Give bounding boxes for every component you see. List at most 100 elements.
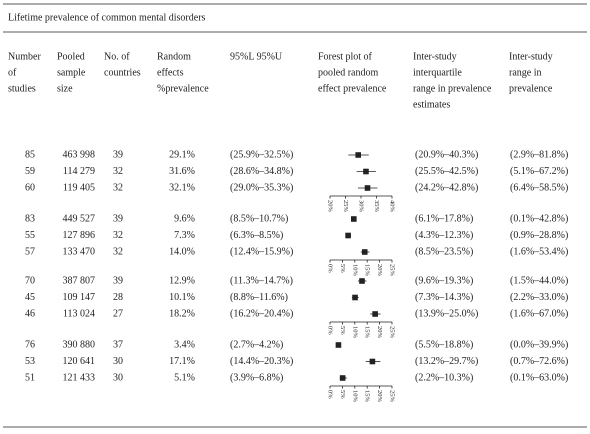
- table-cell: (20.9%–40.3%): [415, 149, 478, 160]
- table-cell: 85: [25, 149, 35, 160]
- table-cell: 32: [113, 182, 123, 193]
- table-cell: 70: [25, 275, 35, 286]
- column-header: studies: [8, 83, 36, 94]
- column-header: effect prevalence: [318, 83, 387, 94]
- table-cell: (12.4%–15.9%): [230, 246, 293, 257]
- table-cell: (13.2%–29.7%): [415, 356, 478, 367]
- table-cell: (5.5%–18.8%): [415, 339, 473, 350]
- table-cell: 463 998: [63, 149, 96, 160]
- point-estimate: [359, 278, 365, 284]
- column-header: range in: [509, 67, 542, 78]
- table-cell: (6.4%–58.5%): [510, 182, 568, 193]
- column-header: estimates: [413, 99, 450, 110]
- table-cell: 46: [25, 308, 35, 319]
- table-cell: 3.4%: [174, 339, 195, 350]
- column-header: %prevalence: [157, 83, 209, 94]
- table-cell: (5.1%–67.2%): [510, 166, 568, 177]
- table-cell: (3.9%–6.8%): [230, 372, 283, 383]
- table-cell: 51: [25, 372, 35, 383]
- column-header: Pooled: [57, 51, 85, 62]
- forest-tick-label: 20%: [327, 200, 334, 213]
- forest-tick-label: 20%: [376, 264, 383, 277]
- point-estimate: [372, 311, 378, 317]
- point-estimate: [351, 216, 357, 222]
- forest-tick-label: 5%: [339, 326, 346, 335]
- table-cell: 32: [113, 246, 123, 257]
- table-cell: (13.9%–25.0%): [415, 308, 478, 319]
- column-header: countries: [104, 67, 141, 78]
- table-cell: (11.3%–14.7%): [230, 275, 293, 286]
- point-estimate: [335, 342, 342, 348]
- table-cell: 18.2%: [169, 308, 195, 319]
- forest-tick-label: 30%: [358, 200, 365, 213]
- table-cell: (0.7%–72.6%): [510, 356, 568, 367]
- table-cell: (25.9%–32.5%): [230, 149, 293, 160]
- table-cell: 39: [113, 149, 123, 160]
- forest-tick-label: 25%: [389, 390, 396, 403]
- column-header: of: [8, 67, 17, 78]
- table-cell: (9.6%–19.3%): [415, 275, 473, 286]
- table-cell: 55: [25, 230, 35, 241]
- forest-tick-label: 25%: [342, 200, 349, 213]
- table-cell: 57: [25, 246, 35, 257]
- table-cell: 133 470: [63, 246, 96, 257]
- column-header: Number: [8, 51, 41, 62]
- table-cell: 30: [113, 372, 123, 383]
- column-header: range in prevalence: [413, 83, 492, 94]
- table-cell: 390 880: [63, 339, 96, 350]
- table-cell: 120 641: [63, 356, 96, 367]
- table-cell: 32: [113, 166, 123, 177]
- table-cell: 60: [25, 182, 35, 193]
- column-header: No. of: [104, 51, 130, 62]
- column-header: Random: [157, 51, 191, 62]
- forest-tick-label: 10%: [351, 326, 358, 339]
- table-cell: (8.5%–10.7%): [230, 213, 288, 224]
- table-cell: (4.3%–12.3%): [415, 230, 473, 241]
- point-estimate: [352, 294, 358, 301]
- table-cell: (0.9%–28.8%): [510, 230, 568, 241]
- table-cell: 127 896: [63, 230, 96, 241]
- column-header: Inter-study: [509, 51, 553, 62]
- forest-tick-label: 15%: [364, 326, 371, 339]
- table-cell: (29.0%–35.3%): [230, 182, 293, 193]
- table-cell: 37: [113, 339, 123, 350]
- forest-tick-label: 5%: [339, 264, 346, 273]
- table-cell: 30: [113, 356, 123, 367]
- forest-tick-label: 25%: [389, 326, 396, 339]
- table-cell: (0.0%–39.9%): [510, 339, 568, 350]
- table-cell: 121 433: [63, 372, 96, 383]
- table-cell: (1.6%–67.0%): [510, 308, 568, 319]
- column-header: effects: [157, 67, 184, 78]
- table-cell: 53: [25, 356, 35, 367]
- table-cell: 9.6%: [174, 213, 195, 224]
- table-cell: (2.7%–4.2%): [230, 339, 283, 350]
- point-estimate: [355, 152, 362, 158]
- table-cell: 76: [25, 339, 35, 350]
- table-cell: (28.6%–34.8%): [230, 166, 293, 177]
- table-cell: 29.1%: [169, 149, 195, 160]
- table-cell: 14.0%: [169, 246, 195, 257]
- forest-tick-label: 20%: [376, 326, 383, 339]
- table-cell: 113 024: [63, 308, 95, 319]
- table-title: Lifetime prevalence of common mental dis…: [8, 12, 206, 23]
- forest-tick-label: 25%: [389, 264, 396, 277]
- forest-tick-label: 35%: [373, 200, 380, 213]
- point-estimate: [369, 358, 376, 365]
- table-cell: 32: [113, 230, 123, 241]
- table-cell: (2.2%–33.0%): [510, 292, 568, 303]
- table-cell: (1.6%–53.4%): [510, 246, 568, 257]
- table-cell: 5.1%: [174, 372, 195, 383]
- table-cell: 31.6%: [169, 166, 195, 177]
- column-header: size: [57, 83, 73, 94]
- table-cell: 17.1%: [169, 356, 195, 367]
- table-cell: 114 279: [63, 166, 95, 177]
- forest-tick-label: 10%: [351, 390, 358, 403]
- column-header: Inter-study: [413, 51, 457, 62]
- forest-tick-label: 15%: [364, 264, 371, 277]
- column-header: 95%L 95%U: [230, 51, 283, 62]
- point-estimate: [361, 249, 368, 255]
- table-cell: (25.5%–42.5%): [415, 166, 478, 177]
- table-cell: 45: [25, 292, 35, 303]
- table-cell: 387 807: [63, 275, 96, 286]
